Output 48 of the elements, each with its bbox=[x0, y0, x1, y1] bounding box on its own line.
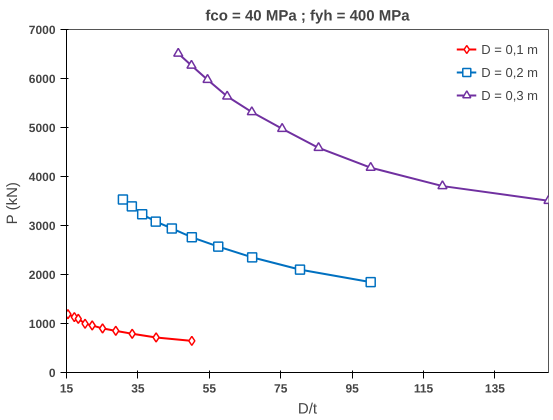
point bbox=[166, 223, 178, 234]
y-tick-label: 0 bbox=[48, 366, 56, 380]
x-axis-title: D/t bbox=[298, 400, 318, 418]
point bbox=[313, 142, 324, 152]
y-tick-label: 1000 bbox=[28, 317, 56, 331]
point bbox=[222, 90, 232, 100]
point bbox=[365, 276, 376, 288]
point bbox=[81, 318, 89, 329]
point bbox=[126, 201, 138, 212]
point bbox=[276, 122, 288, 132]
y-tick-label: 6000 bbox=[28, 72, 56, 86]
x-tick-label: 115 bbox=[414, 382, 434, 396]
point bbox=[173, 48, 184, 57]
point bbox=[437, 180, 448, 190]
point bbox=[118, 194, 128, 205]
point bbox=[152, 332, 160, 343]
y-tick-label: 2000 bbox=[28, 268, 56, 282]
x-tick-label: 75 bbox=[274, 382, 288, 396]
x-tick-label: 35 bbox=[131, 382, 145, 396]
x-tick-label: 95 bbox=[345, 382, 360, 396]
legend-label: D = 0,3 m bbox=[481, 88, 538, 102]
point bbox=[88, 320, 96, 331]
point bbox=[294, 264, 306, 275]
point bbox=[150, 216, 162, 227]
point bbox=[246, 252, 258, 263]
point bbox=[202, 74, 213, 84]
x-tick-label: 55 bbox=[202, 382, 216, 396]
legend-label: D = 0,1 m bbox=[481, 42, 538, 56]
chart-title: fco = 40 MPa ; fyh = 400 MPa bbox=[205, 8, 410, 24]
y-tick-label: 3000 bbox=[28, 219, 56, 233]
point bbox=[246, 106, 258, 116]
y-tick-label: 5000 bbox=[28, 121, 56, 135]
point bbox=[128, 328, 136, 340]
point bbox=[74, 314, 82, 324]
point bbox=[112, 326, 120, 336]
point bbox=[136, 208, 148, 220]
x-tick-label: 15 bbox=[60, 382, 74, 396]
y-tick-label: 7000 bbox=[28, 23, 56, 37]
point bbox=[186, 232, 198, 243]
point bbox=[365, 162, 376, 172]
point bbox=[212, 241, 224, 252]
point bbox=[186, 60, 197, 69]
y-axis-title: P (kN) bbox=[4, 182, 21, 224]
x-tick-label: 135 bbox=[484, 382, 506, 396]
legend-label: D = 0,2 m bbox=[481, 64, 538, 80]
point bbox=[98, 323, 106, 334]
point bbox=[188, 336, 196, 346]
y-tick-label: 4000 bbox=[28, 170, 56, 184]
